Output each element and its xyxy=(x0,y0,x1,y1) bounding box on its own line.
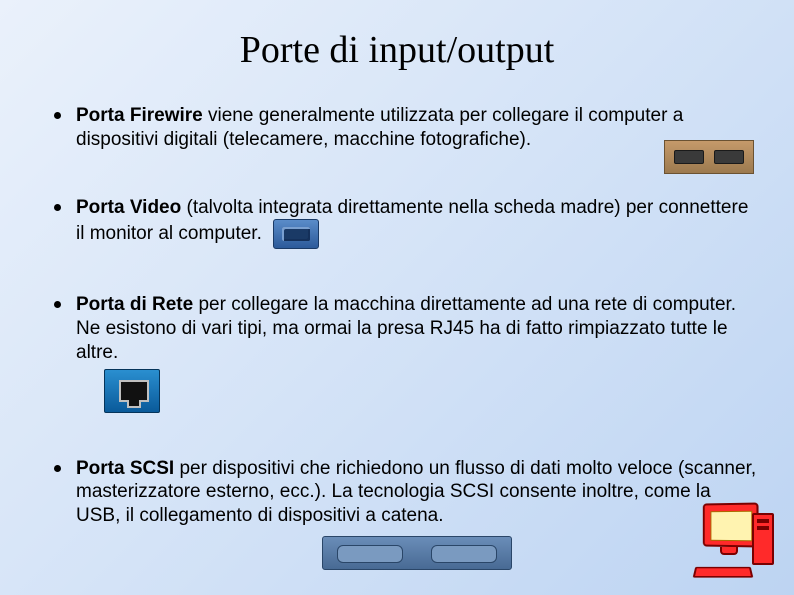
monitor-stand-icon xyxy=(720,547,738,555)
bullet-bold: Porta Video xyxy=(76,197,181,218)
tower-icon xyxy=(752,513,774,565)
list-item: Porta Video (talvolta integrata direttam… xyxy=(48,196,758,250)
list-item: Porta SCSI per dispositivi che richiedon… xyxy=(48,457,758,570)
slide: Porte di input/output Porta Firewire vie… xyxy=(0,0,794,595)
firewire-slot-icon xyxy=(714,150,744,164)
bullet-text: per dispositivi che richiedono un flusso… xyxy=(76,458,756,527)
bullet-bold: Porta Firewire xyxy=(76,105,203,126)
bullet-bold: Porta SCSI xyxy=(76,458,174,479)
firewire-slot-icon xyxy=(674,150,704,164)
keyboard-icon xyxy=(693,567,754,578)
rj45-port-icon xyxy=(104,369,160,413)
list-item: Porta Firewire viene generalmente utiliz… xyxy=(48,104,758,152)
vga-port-icon xyxy=(273,219,319,249)
scsi-port-icon xyxy=(322,536,512,570)
bullet-list: Porta Firewire viene generalmente utiliz… xyxy=(36,104,758,570)
slide-title: Porte di input/output xyxy=(36,28,758,72)
computer-icon xyxy=(692,501,776,581)
firewire-port-icon xyxy=(664,140,754,174)
list-item: Porta di Rete per collegare la macchina … xyxy=(48,293,758,412)
monitor-icon xyxy=(703,502,759,547)
bullet-bold: Porta di Rete xyxy=(76,294,193,315)
